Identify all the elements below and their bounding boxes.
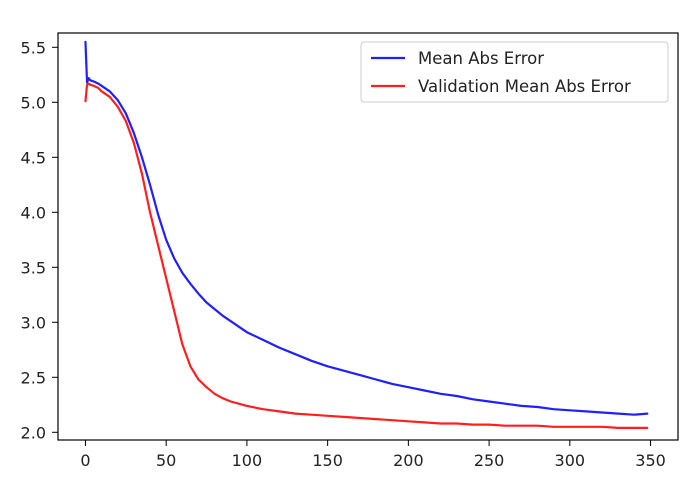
- y-tick-label: 2.0: [21, 423, 46, 442]
- x-tick-label: 350: [635, 451, 666, 470]
- x-tick-label: 250: [474, 451, 505, 470]
- y-tick-label: 2.5: [21, 368, 46, 387]
- x-tick-label: 300: [555, 451, 586, 470]
- legend-box: [360, 41, 669, 103]
- series-layer: [84, 40, 649, 429]
- y-tick-label: 4.0: [21, 203, 46, 222]
- series-line-validation-mean-abs-error: [84, 82, 649, 429]
- y-tick-label: 3.0: [21, 313, 46, 332]
- x-tick-label: 50: [156, 451, 176, 470]
- x-tick-label: 0: [80, 451, 90, 470]
- plot-frame: [57, 32, 679, 441]
- x-tick-label: 200: [393, 451, 424, 470]
- y-tick-label: 3.5: [21, 258, 46, 277]
- series-line-mean-abs-error: [84, 40, 649, 416]
- legend-label-mae: Mean Abs Error: [418, 49, 544, 68]
- y-tick-label: 4.5: [21, 148, 46, 167]
- y-tick-label: 5.0: [21, 93, 46, 112]
- y-tick-label: 5.5: [21, 38, 46, 57]
- legend: Mean Abs Error Validation Mean Abs Error: [360, 41, 669, 103]
- legend-label-val-mae: Validation Mean Abs Error: [418, 77, 631, 96]
- x-axis-ticks: 0 50 100 150 200 250 300 350: [80, 440, 666, 470]
- x-tick-label: 150: [312, 451, 343, 470]
- x-tick-label: 100: [232, 451, 263, 470]
- y-axis-ticks: 2.0 2.5 3.0 3.5 4.0 4.5 5.0 5.5: [21, 38, 58, 442]
